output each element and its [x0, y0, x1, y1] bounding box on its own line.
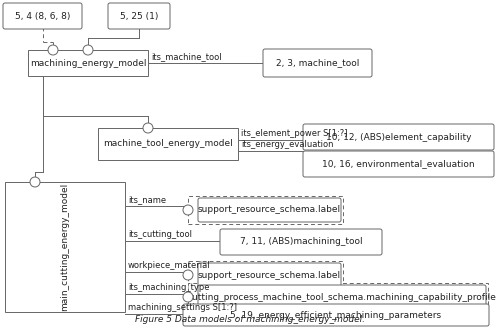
FancyBboxPatch shape	[3, 3, 82, 29]
FancyBboxPatch shape	[198, 263, 341, 287]
Text: its_element_power S[1:?]: its_element_power S[1:?]	[241, 129, 348, 138]
Text: 10, 12, (ABS)element_capability: 10, 12, (ABS)element_capability	[326, 132, 471, 142]
Circle shape	[48, 45, 58, 55]
Text: its_cutting_tool: its_cutting_tool	[128, 230, 192, 239]
Bar	[188, 196, 343, 224]
Text: 5, 4 (8, 6, 8): 5, 4 (8, 6, 8)	[15, 11, 70, 21]
Bar	[188, 261, 343, 289]
Text: its_machining_type: its_machining_type	[128, 283, 210, 292]
Text: support_resource_schema.label: support_resource_schema.label	[198, 270, 341, 280]
Circle shape	[183, 292, 193, 302]
Bar	[5, 182, 125, 312]
Text: 5, 25 (1): 5, 25 (1)	[120, 11, 158, 21]
Text: 5, 19, energy_efficient_machining_parameters: 5, 19, energy_efficient_machining_parame…	[230, 311, 442, 319]
Text: its_energy_evaluation: its_energy_evaluation	[241, 140, 334, 149]
Circle shape	[183, 205, 193, 215]
Text: 7, 11, (ABS)machining_tool: 7, 11, (ABS)machining_tool	[240, 237, 362, 247]
FancyBboxPatch shape	[198, 285, 486, 309]
Text: machining_energy_model: machining_energy_model	[30, 59, 146, 67]
Bar	[28, 50, 148, 76]
Circle shape	[83, 45, 93, 55]
Text: 2, 3, machine_tool: 2, 3, machine_tool	[276, 59, 359, 67]
Text: machine_tool_energy_model: machine_tool_energy_model	[103, 140, 233, 148]
FancyBboxPatch shape	[220, 229, 382, 255]
Text: machining_settings S[1:?]: machining_settings S[1:?]	[128, 303, 237, 312]
Text: its_name: its_name	[128, 195, 166, 204]
Circle shape	[183, 270, 193, 280]
Text: main_cutting_energy_model: main_cutting_energy_model	[60, 183, 70, 311]
FancyBboxPatch shape	[263, 49, 372, 77]
Text: support_resource_schema.label: support_resource_schema.label	[198, 205, 341, 215]
Text: Figure 5 Data models of machining_energy_model.: Figure 5 Data models of machining_energy…	[135, 315, 365, 324]
Text: workpiece_material: workpiece_material	[128, 261, 210, 270]
Circle shape	[143, 123, 153, 133]
Circle shape	[30, 177, 40, 187]
FancyBboxPatch shape	[303, 124, 494, 150]
Text: 10, 16, environmental_evaluation: 10, 16, environmental_evaluation	[322, 160, 475, 168]
Bar	[98, 128, 238, 160]
Text: its_machine_tool: its_machine_tool	[151, 52, 222, 61]
FancyBboxPatch shape	[303, 151, 494, 177]
FancyBboxPatch shape	[108, 3, 170, 29]
Bar	[188, 283, 488, 311]
FancyBboxPatch shape	[198, 198, 341, 222]
FancyBboxPatch shape	[183, 304, 489, 326]
Text: cutting_process_machine_tool_schema.machining_capability_profile: cutting_process_machine_tool_schema.mach…	[188, 292, 496, 301]
